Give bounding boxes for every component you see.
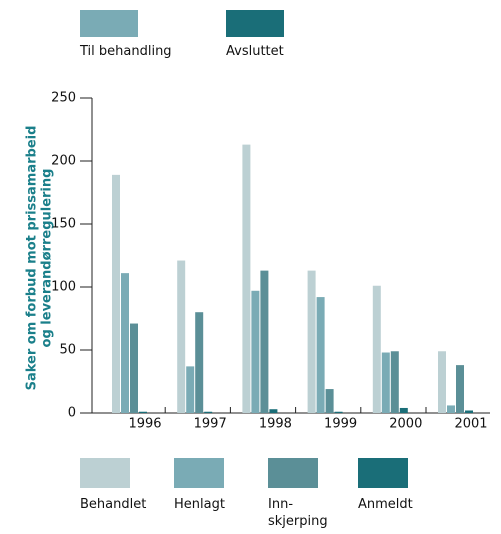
legend-swatch (80, 10, 138, 37)
legend-swatch (226, 10, 284, 37)
bar (186, 366, 195, 413)
x-tick-label: 2001 (454, 417, 487, 432)
bar (130, 323, 138, 413)
legend-swatch (358, 458, 408, 488)
bar (465, 410, 473, 413)
legend-label: Inn- skjerping (268, 497, 328, 529)
bar (260, 270, 269, 413)
bar (447, 405, 455, 413)
bar (242, 144, 251, 413)
legend-label: Henlagt (174, 497, 225, 512)
y-label-line: Saker om forbud mot prissamarbeid (25, 126, 40, 391)
y-tick-label: 150 (51, 217, 76, 232)
y-tick-label: 200 (51, 154, 76, 169)
bar (195, 312, 204, 413)
bar (316, 297, 325, 413)
bar (177, 260, 186, 413)
x-tick-label: 1999 (324, 417, 357, 432)
legend-label: Avsluttet (226, 44, 284, 59)
legend-label: Til behandling (80, 44, 172, 59)
y-tick-label: 100 (51, 280, 76, 295)
bar (112, 174, 120, 413)
bar (399, 407, 408, 413)
bar (121, 273, 129, 413)
legend-label: Anmeldt (358, 497, 413, 512)
bar (269, 409, 278, 413)
bar (381, 352, 390, 413)
bar (390, 351, 399, 413)
x-tick-label: 1996 (128, 417, 161, 432)
y-label-line: og leverandørregulering (40, 169, 55, 348)
x-tick-label: 1997 (194, 417, 227, 432)
bar (139, 411, 147, 413)
legend-swatch (268, 458, 318, 488)
bar (325, 389, 334, 413)
bar (334, 411, 343, 413)
legend-swatch (80, 458, 130, 488)
bar (307, 270, 316, 413)
legend-swatch (174, 458, 224, 488)
y-tick-label: 50 (59, 343, 76, 358)
bar (372, 285, 381, 413)
bar (204, 411, 213, 413)
legend-label: Behandlet (80, 497, 147, 512)
y-label: Saker om forbud mot prissamarbeid og lev… (25, 126, 55, 391)
bar (438, 351, 446, 413)
y-tick-label: 0 (68, 406, 76, 421)
bar (456, 365, 464, 413)
x-tick-label: 1998 (259, 417, 292, 432)
y-tick-label: 250 (51, 91, 76, 106)
x-tick-label: 2000 (389, 417, 422, 432)
bar (251, 290, 260, 413)
